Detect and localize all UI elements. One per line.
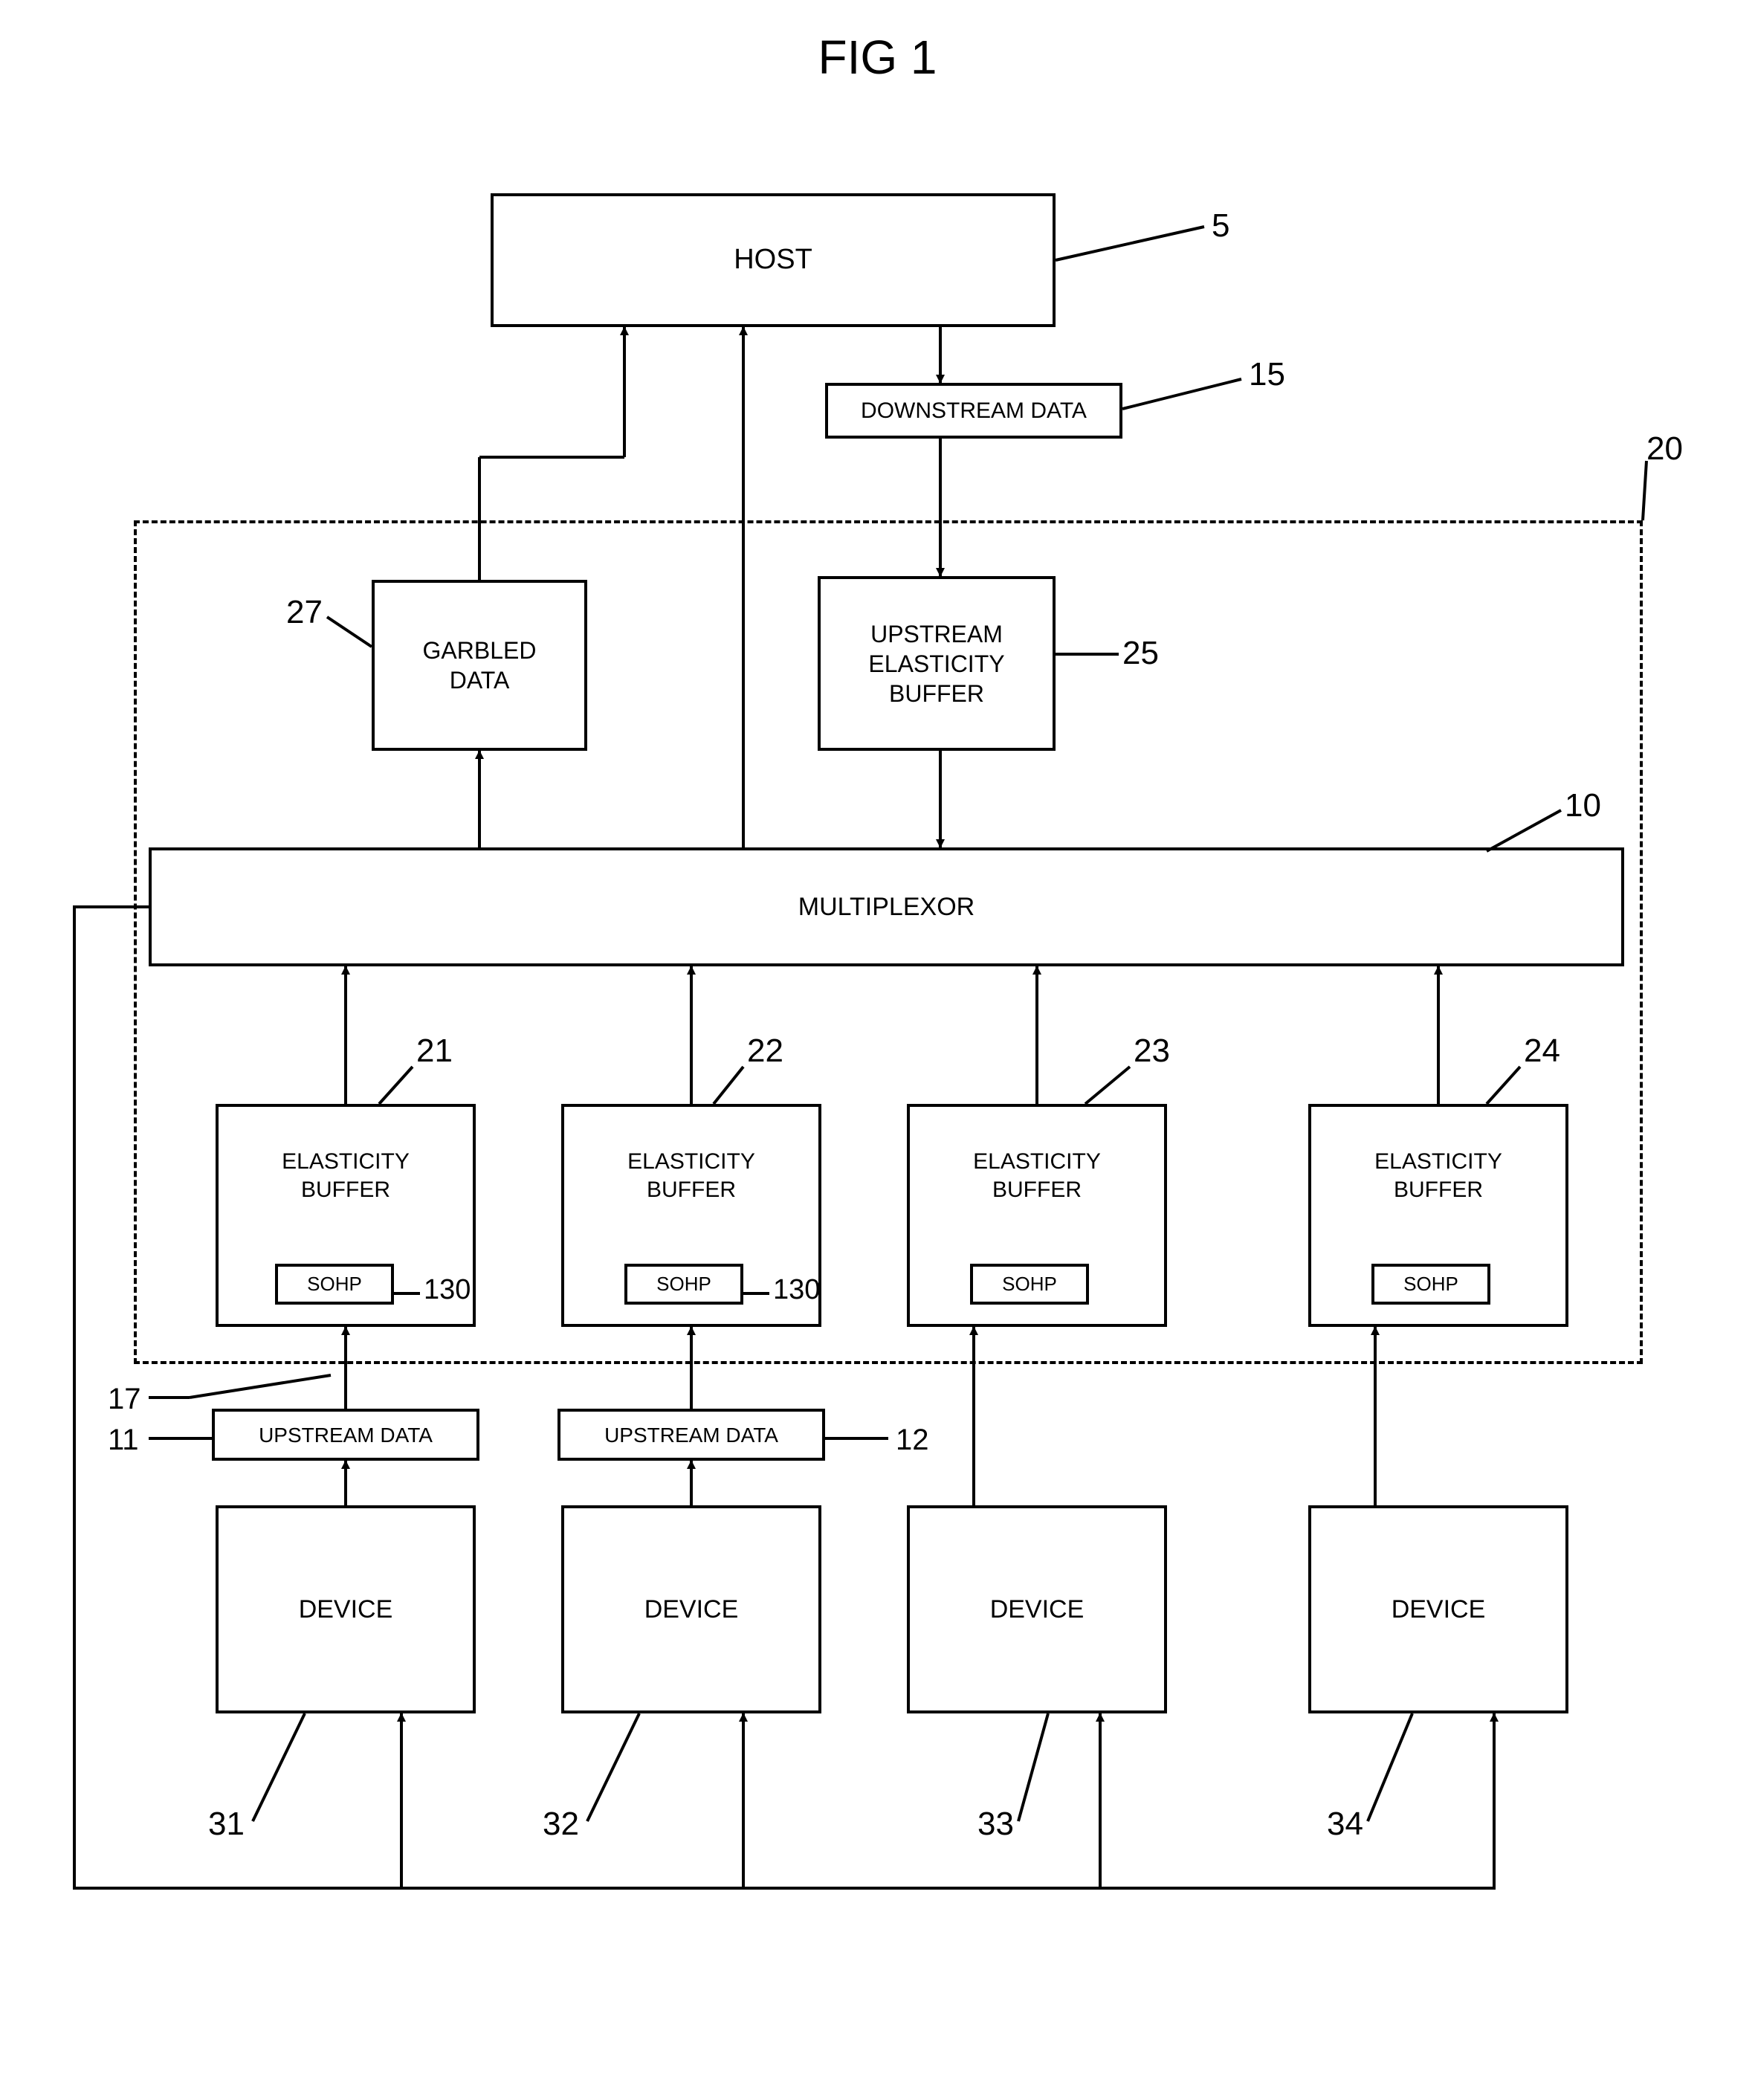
ref-15: 15 [1249, 357, 1285, 392]
ref-24: 24 [1524, 1033, 1560, 1069]
sohp-1: SOHP [275, 1264, 394, 1305]
device-4: DEVICE [1308, 1505, 1568, 1713]
ref-21: 21 [416, 1033, 453, 1069]
ref-34: 34 [1327, 1806, 1363, 1842]
ref-10: 10 [1565, 788, 1601, 824]
ref-20: 20 [1646, 431, 1683, 467]
ref-32: 32 [543, 1806, 579, 1842]
ref-33: 33 [977, 1806, 1014, 1842]
garbled-data-box: GARBLED DATA [372, 580, 587, 751]
upstream-data-2: UPSTREAM DATA [557, 1409, 825, 1461]
device-2: DEVICE [561, 1505, 821, 1713]
ref-27: 27 [286, 595, 323, 630]
sohp-2: SOHP [624, 1264, 743, 1305]
multiplexor-box: MULTIPLEXOR [149, 847, 1624, 966]
upstream-elasticity-buffer-box: UPSTREAM ELASTICITY BUFFER [818, 576, 1056, 751]
upstream-data-1: UPSTREAM DATA [212, 1409, 479, 1461]
device-3: DEVICE [907, 1505, 1167, 1713]
ref-12: 12 [896, 1424, 929, 1456]
sohp-4: SOHP [1371, 1264, 1490, 1305]
ref-5: 5 [1212, 208, 1229, 244]
ref-31: 31 [208, 1806, 245, 1842]
ref-11: 11 [108, 1424, 139, 1456]
ref-130a: 130 [424, 1275, 471, 1306]
ref-130b: 130 [773, 1275, 820, 1306]
ref-17: 17 [108, 1383, 141, 1415]
ref-22: 22 [747, 1033, 783, 1069]
device-1: DEVICE [216, 1505, 476, 1713]
ref-23: 23 [1134, 1033, 1170, 1069]
ref-25: 25 [1122, 636, 1159, 671]
host-box: HOST [491, 193, 1056, 327]
sohp-3: SOHP [970, 1264, 1089, 1305]
connectors-overlay [30, 30, 1725, 2070]
downstream-data-box: DOWNSTREAM DATA [825, 383, 1122, 439]
figure-title: FIG 1 [30, 30, 1725, 85]
